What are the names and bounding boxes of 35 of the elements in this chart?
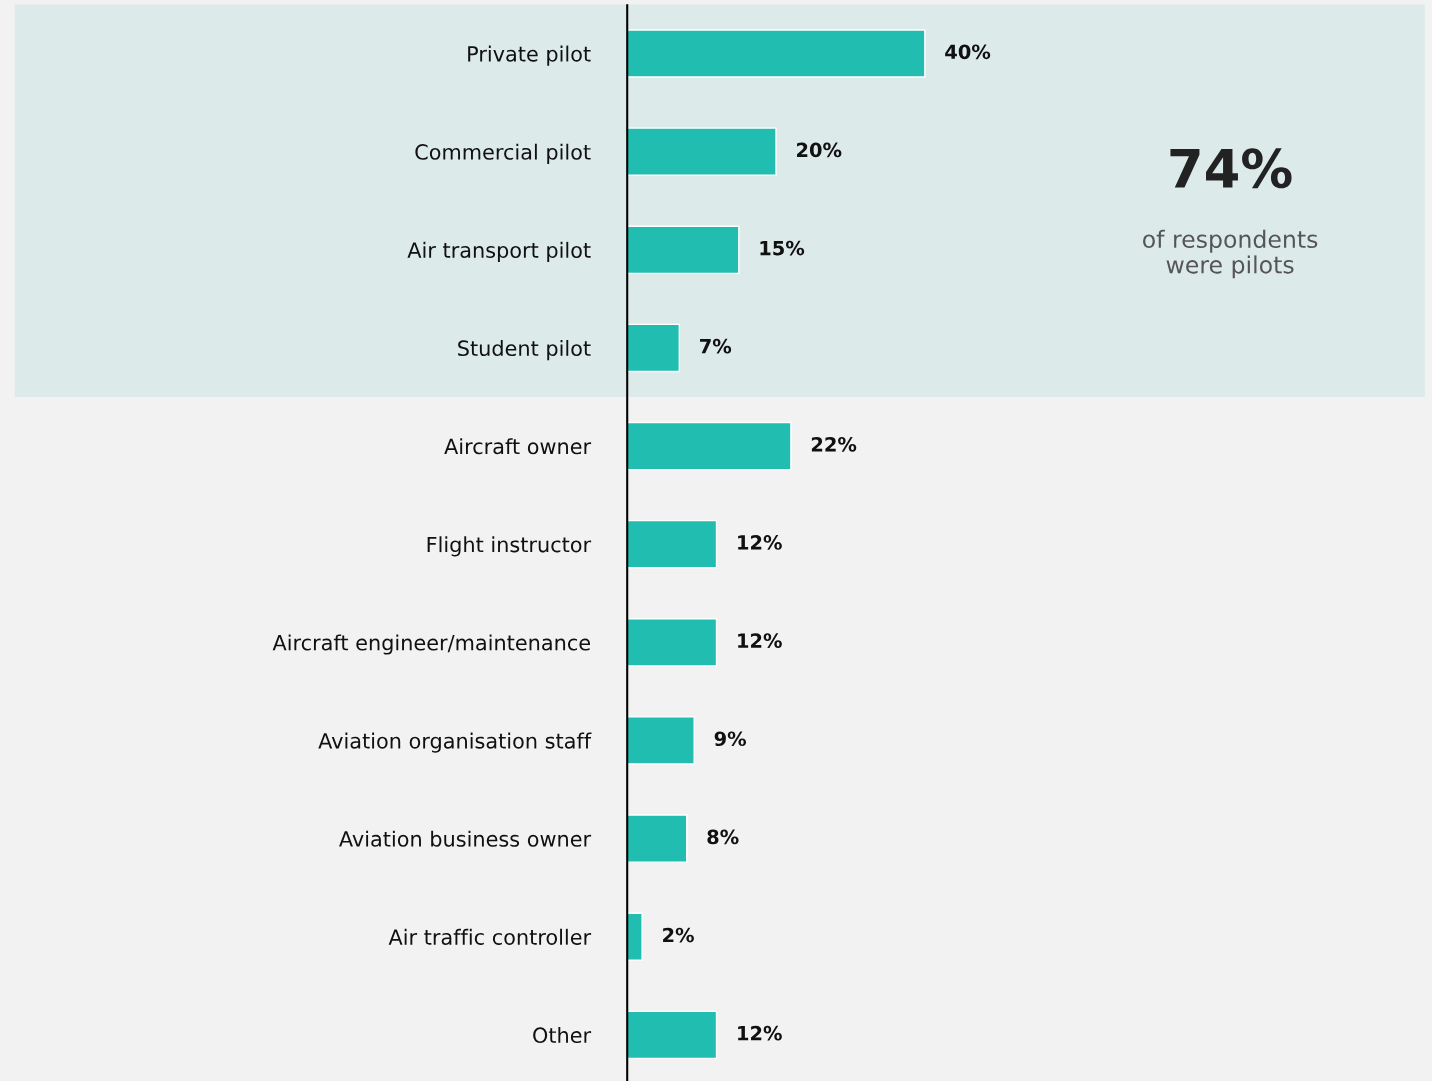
data-label: 2% (663, 927, 694, 943)
text: of respondents were pilots (1143, 229, 1318, 279)
y-tick-label: Aircraft engineer/maintenance (272, 634, 590, 655)
bar (627, 519, 718, 569)
data-label: 12% (738, 633, 782, 648)
y-tick-label: Aircraft owner (444, 438, 592, 455)
bar (627, 814, 688, 863)
bar (627, 1010, 718, 1060)
bar (627, 29, 926, 78)
data-label: 7% (700, 338, 732, 354)
data-label: 15% (760, 240, 805, 256)
bar (627, 618, 718, 667)
y-tick-label: Commercial pilot (415, 143, 591, 164)
y-tick-label: Air traffic controller (388, 928, 592, 945)
data-label: 20% (797, 142, 842, 158)
bar (627, 127, 777, 176)
data-label: 9% (714, 731, 747, 747)
y-tick-label: Flight instructor (427, 536, 592, 557)
y-tick-label: Aviation organisation staff (318, 732, 592, 753)
bar (627, 421, 792, 471)
y-tick-label: Private pilot (468, 45, 591, 66)
data-label: 8% (707, 829, 739, 845)
y-tick-label: Aviation business owner (339, 830, 592, 847)
data-label: 12% (738, 1025, 782, 1041)
bar (627, 716, 695, 765)
bar (627, 225, 740, 275)
y-tick-label: Student pilot (458, 339, 591, 361)
data-label: 40% (945, 44, 991, 60)
bar (627, 323, 680, 373)
data-label: 22% (811, 436, 857, 452)
data-label: 12% (738, 535, 782, 550)
bar (627, 912, 643, 961)
y-tick-label: Other (533, 1026, 592, 1044)
text: 74% (1170, 148, 1292, 189)
y-tick-label: Air transport pilot (407, 241, 591, 263)
